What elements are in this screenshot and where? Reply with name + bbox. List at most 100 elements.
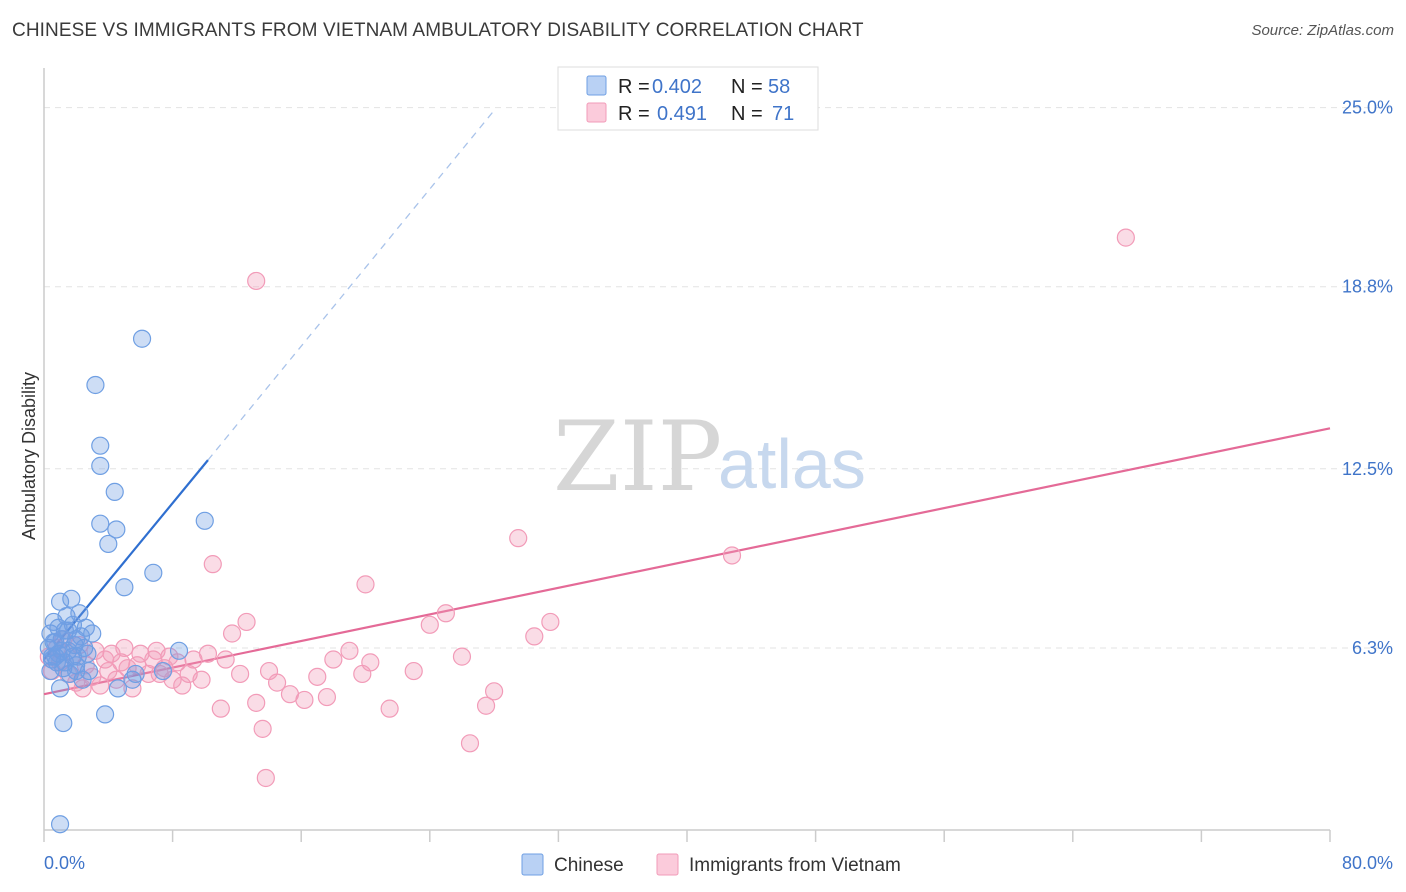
- data-point-chinese: [132, 329, 152, 348]
- data-point-vietnam: [253, 719, 272, 738]
- data-point-vietnam: [91, 676, 110, 695]
- data-point-vietnam: [485, 682, 504, 701]
- data-point-vietnam: [216, 650, 235, 669]
- data-point-vietnam: [203, 555, 222, 574]
- trend-lines: [43, 110, 1331, 696]
- data-point-chinese: [83, 624, 102, 643]
- data-point-chinese: [50, 815, 70, 834]
- data-point-vietnam: [509, 529, 528, 548]
- source-credit: Source: ZipAtlas.com: [1251, 22, 1394, 39]
- data-point-chinese: [169, 641, 189, 660]
- y-axis-label: Ambulatory Disability: [19, 372, 39, 540]
- legend-swatch-chinese: [586, 75, 607, 96]
- data-point-vietnam: [380, 699, 399, 718]
- data-point-chinese: [50, 679, 70, 698]
- data-point-vietnam: [356, 575, 375, 594]
- data-point-vietnam: [247, 693, 266, 712]
- data-point-vietnam: [222, 624, 242, 643]
- data-point-vietnam: [324, 650, 343, 669]
- data-point-chinese: [62, 589, 81, 608]
- data-point-vietnam: [1116, 228, 1135, 247]
- data-point-vietnam: [541, 612, 560, 632]
- data-point-vietnam: [198, 644, 218, 663]
- data-point-vietnam: [476, 696, 496, 715]
- data-point-vietnam: [237, 612, 256, 632]
- gridlines: [44, 107, 1395, 649]
- x-tick-label-max: 80.0%: [1342, 853, 1393, 873]
- watermark-zip: ZIP: [553, 401, 722, 513]
- data-point-vietnam: [452, 647, 472, 666]
- data-point-chinese: [91, 456, 110, 475]
- data-point-chinese: [67, 661, 86, 681]
- y-tick-label: 25.0%: [1342, 98, 1393, 118]
- data-point-chinese: [115, 578, 134, 597]
- legend-n-label-vietnam: N =: [731, 103, 763, 125]
- legend-n-label-chinese: N =: [731, 76, 763, 98]
- data-point-chinese: [63, 647, 83, 666]
- data-point-chinese: [41, 661, 60, 681]
- data-point-vietnam: [115, 638, 134, 658]
- y-tick-labels: 6.3% 12.5% 18.8% 25.0%: [1342, 98, 1393, 658]
- data-point-vietnam: [317, 687, 337, 707]
- legend-swatch-chinese-bottom: [521, 853, 544, 876]
- data-point-vietnam: [231, 664, 250, 684]
- data-point-chinese: [107, 520, 126, 539]
- data-point-vietnam: [420, 615, 439, 634]
- data-point-chinese: [67, 630, 86, 649]
- data-point-chinese: [46, 647, 65, 666]
- series-chinese-points: [39, 329, 214, 834]
- watermark-atlas: atlas: [718, 425, 866, 503]
- data-point-chinese: [144, 563, 163, 582]
- trend-line-chinese: [43, 459, 209, 661]
- data-point-vietnam: [267, 673, 287, 692]
- data-point-chinese: [195, 511, 214, 530]
- data-point-vietnam: [173, 676, 192, 695]
- data-point-chinese: [99, 534, 118, 554]
- legend-label-vietnam: Immigrants from Vietnam: [689, 855, 901, 876]
- data-point-vietnam: [525, 627, 544, 646]
- data-point-chinese: [91, 514, 110, 533]
- data-point-vietnam: [460, 734, 480, 753]
- data-point-vietnam: [247, 271, 266, 291]
- chart-title: CHINESE VS IMMIGRANTS FROM VIETNAM AMBUL…: [12, 20, 864, 41]
- data-point-vietnam: [436, 604, 455, 623]
- data-point-chinese: [126, 664, 145, 684]
- legend-swatch-vietnam-bottom: [656, 853, 679, 876]
- legend-r-value-vietnam: 0.491: [657, 103, 707, 125]
- data-point-chinese: [86, 375, 105, 395]
- data-point-vietnam: [404, 661, 423, 681]
- legend-r-label-vietnam: R =: [618, 103, 650, 125]
- data-point-vietnam: [211, 699, 230, 718]
- data-point-chinese: [105, 482, 124, 502]
- stats-legend: R = 0.402 N = 58 R = 0.491 N = 71: [557, 66, 819, 131]
- data-point-vietnam: [340, 641, 359, 660]
- data-point-vietnam: [295, 690, 314, 710]
- x-tick-label-min: 0.0%: [44, 853, 85, 873]
- legend-r-label-chinese: R =: [618, 76, 650, 98]
- y-tick-label: 6.3%: [1352, 638, 1393, 658]
- data-point-vietnam: [308, 667, 327, 686]
- data-point-chinese: [123, 670, 142, 689]
- data-point-chinese: [79, 661, 99, 681]
- legend-n-value-vietnam: 71: [772, 103, 794, 125]
- legend-swatch-vietnam: [586, 102, 607, 123]
- legend-r-value-chinese: 0.402: [652, 76, 702, 98]
- watermark: ZIP atlas: [553, 401, 866, 513]
- data-point-vietnam: [722, 546, 742, 565]
- data-point-chinese: [91, 436, 110, 455]
- data-point-vietnam: [192, 670, 211, 689]
- data-point-chinese: [153, 661, 173, 681]
- trend-line-chinese-extrapolated: [207, 110, 495, 461]
- y-tick-label: 18.8%: [1342, 277, 1393, 297]
- series-legend: Chinese Immigrants from Vietnam: [521, 853, 901, 876]
- y-tick-label: 12.5%: [1342, 459, 1393, 479]
- data-point-chinese: [95, 705, 115, 724]
- legend-n-value-chinese: 58: [768, 76, 790, 98]
- data-point-chinese: [54, 713, 73, 733]
- legend-label-chinese: Chinese: [554, 855, 624, 876]
- data-point-vietnam: [361, 653, 380, 672]
- data-point-chinese: [108, 679, 128, 698]
- trend-line-vietnam: [43, 427, 1331, 696]
- data-point-vietnam: [256, 768, 275, 788]
